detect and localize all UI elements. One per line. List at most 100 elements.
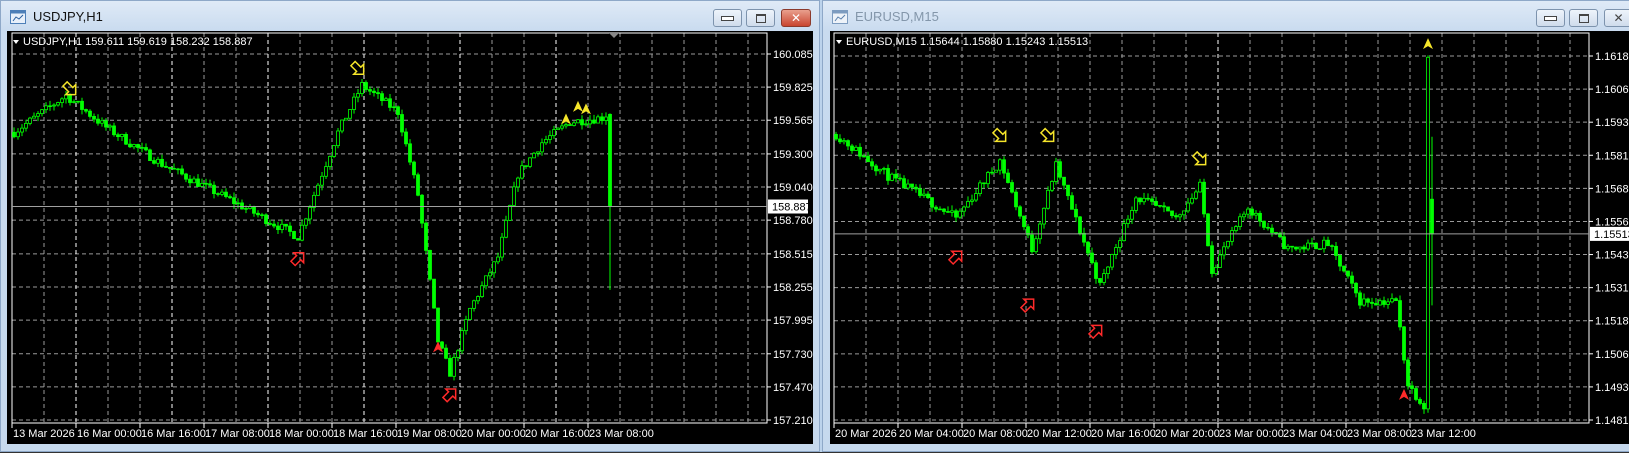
candle-body: [950, 210, 954, 213]
candle-body: [164, 166, 168, 168]
minimize-button[interactable]: [713, 9, 742, 27]
candle-body: [1106, 266, 1110, 274]
candle-body: [300, 224, 304, 241]
time-axis-label: 23 Mar 04:00: [1283, 428, 1348, 440]
candle-body: [1238, 216, 1242, 228]
candle-body: [456, 350, 460, 358]
candle-body: [1282, 236, 1286, 250]
current-price-label: 1.15513: [1594, 229, 1629, 241]
collapse-triangle-icon: [13, 40, 19, 44]
candle-body: [1362, 298, 1366, 306]
close-button[interactable]: ✕: [781, 9, 811, 27]
candle-body: [1170, 210, 1174, 216]
candle-body: [232, 197, 236, 205]
candle-body: [878, 168, 882, 172]
candle-body: [524, 165, 528, 167]
candle-body: [512, 186, 516, 206]
sell-arrow-icon: [349, 60, 365, 75]
candle-body: [156, 158, 160, 164]
title-bar[interactable]: USDJPY,H1 ✕: [1, 1, 819, 31]
candle-body: [100, 120, 104, 124]
close-button[interactable]: ✕: [1604, 9, 1629, 27]
buy-arrow-icon: [1019, 298, 1035, 313]
candle-body: [1210, 245, 1214, 274]
candle-body: [44, 105, 48, 111]
time-axis-label: 20 Mar 2026: [835, 428, 897, 440]
minimize-button[interactable]: [1536, 9, 1565, 27]
candle-body: [12, 131, 16, 138]
candle-body: [1202, 181, 1206, 215]
candle-body: [938, 208, 942, 211]
candle-body: [376, 92, 380, 95]
candle-body: [834, 133, 838, 140]
candle-body: [352, 96, 356, 110]
time-axis-label: 16 Mar 00:00: [77, 428, 142, 440]
candle-body: [1378, 300, 1382, 306]
candle-body: [604, 116, 608, 121]
candle-body: [1266, 226, 1270, 229]
candle-body: [958, 210, 962, 218]
candle-body: [966, 201, 970, 208]
chart-window-eurusd[interactable]: EURUSD,M15 ✕ 1.16185 1.16060 1.15935 1.1581…: [822, 0, 1629, 452]
candle-body: [1050, 181, 1054, 191]
candle-body: [1006, 172, 1010, 183]
candle-body: [600, 116, 604, 121]
candle-body: [504, 219, 508, 238]
candle-body: [348, 109, 352, 119]
window-title: USDJPY,H1: [33, 9, 103, 24]
price-chart[interactable]: 160.085 159.825 159.565 159.300 159.040 158.7…: [7, 31, 813, 444]
price-axis-label: 1.15560: [1595, 216, 1629, 228]
candle-body: [424, 222, 428, 251]
chart-window-usdjpy[interactable]: USDJPY,H1 ✕ 160.085 159.825 159.565 159.300…: [0, 0, 820, 452]
title-bar[interactable]: EURUSD,M15 ✕: [823, 1, 1629, 31]
maximize-button[interactable]: [746, 9, 775, 27]
candle-body: [556, 127, 560, 131]
candle-body: [890, 173, 894, 181]
candle-body: [994, 169, 998, 173]
candle-body: [48, 105, 52, 108]
sell-arrow-icon: [1191, 150, 1207, 166]
time-axis-label: 20 Mar 16:00: [1091, 428, 1156, 440]
price-chart[interactable]: 1.16185 1.16060 1.15935 1.15810 1.15685 1.155…: [830, 31, 1629, 444]
candle-body: [970, 199, 974, 202]
candle-body: [340, 119, 344, 132]
price-axis-label: 157.210: [773, 415, 813, 427]
collapse-triangle-icon: [836, 40, 842, 44]
candle-body: [76, 100, 80, 103]
candle-body: [1142, 197, 1146, 203]
candle-body: [80, 100, 84, 110]
candle-body: [1062, 176, 1066, 186]
candle-body: [176, 168, 180, 171]
candle-body: [922, 193, 926, 196]
candle-body: [1390, 298, 1394, 303]
candle-body: [440, 341, 444, 349]
maximize-button[interactable]: [1569, 9, 1598, 27]
candle-body: [96, 118, 100, 124]
candle-body: [1162, 205, 1166, 208]
chart-panel[interactable]: 1.16185 1.16060 1.15935 1.15810 1.15685 1.155…: [830, 31, 1629, 444]
candle-body: [1118, 240, 1122, 248]
candle-body: [448, 357, 452, 377]
candle-body: [16, 131, 20, 138]
candle-body: [220, 191, 224, 195]
price-axis-label: 1.15810: [1595, 150, 1629, 162]
candle-body: [428, 249, 432, 280]
candle-body: [1174, 215, 1178, 218]
candle-body: [24, 122, 28, 129]
buy-marker-icon: [1399, 388, 1409, 400]
candle-body: [280, 223, 284, 231]
candle-body: [60, 98, 64, 103]
chart-panel[interactable]: 160.085 159.825 159.565 159.300 159.040 158.7…: [7, 31, 813, 444]
candle-body: [1306, 242, 1310, 250]
candle-body: [1326, 239, 1330, 247]
candle-body: [128, 143, 132, 148]
candle-body: [420, 194, 424, 224]
candle-body: [882, 168, 886, 170]
candle-body: [886, 168, 890, 181]
candle-body: [112, 125, 116, 136]
candle-body: [116, 134, 120, 138]
candle-body: [296, 238, 300, 241]
candle-body: [1414, 388, 1418, 400]
candle-body: [56, 102, 60, 106]
candle-body: [1094, 262, 1098, 279]
